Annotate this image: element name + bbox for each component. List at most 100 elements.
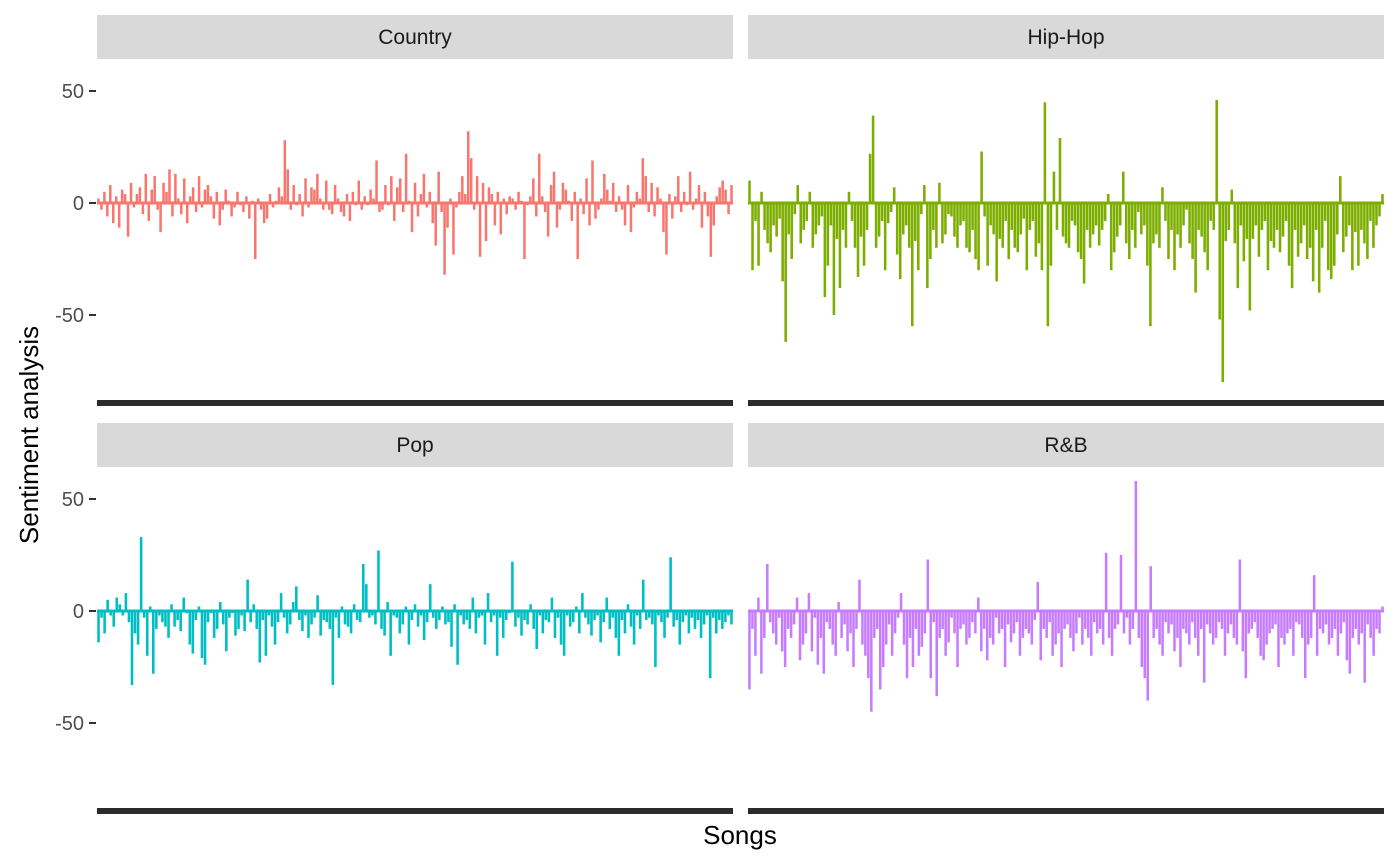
bar xyxy=(155,611,158,629)
bar xyxy=(1110,611,1114,656)
bar xyxy=(173,611,176,627)
bar xyxy=(319,611,322,636)
facet-strip-label: Country xyxy=(378,26,452,49)
bar xyxy=(1329,203,1333,280)
bar xyxy=(654,611,657,667)
bar xyxy=(1007,203,1011,259)
bar xyxy=(1305,203,1309,259)
bar xyxy=(1199,611,1203,629)
bar xyxy=(715,196,718,203)
bar xyxy=(620,203,624,210)
bar xyxy=(1030,611,1034,645)
bar xyxy=(428,191,432,203)
bar xyxy=(1079,203,1083,259)
bar xyxy=(345,194,349,203)
bar xyxy=(847,191,851,203)
bar xyxy=(339,203,343,212)
bar xyxy=(100,611,103,618)
bar xyxy=(288,611,292,625)
bar xyxy=(1247,611,1251,634)
bar xyxy=(245,196,248,203)
bar xyxy=(416,203,420,217)
bar xyxy=(369,189,372,203)
bar xyxy=(614,611,618,638)
bar xyxy=(1211,611,1215,645)
bar xyxy=(1109,203,1113,271)
bar xyxy=(892,187,896,203)
bar xyxy=(766,203,769,244)
bar xyxy=(1116,611,1120,625)
bar xyxy=(849,611,852,634)
bar xyxy=(529,604,532,611)
bar xyxy=(968,203,971,253)
bar xyxy=(614,203,618,212)
bar xyxy=(209,196,213,203)
bar xyxy=(1113,611,1117,629)
bar xyxy=(1173,611,1176,652)
bar xyxy=(264,611,268,656)
bar xyxy=(1179,203,1182,248)
bar xyxy=(850,203,854,221)
bar xyxy=(1262,611,1265,661)
bar xyxy=(401,203,405,212)
bar xyxy=(623,611,627,634)
bar xyxy=(593,611,596,620)
bar xyxy=(1366,203,1369,259)
bar xyxy=(986,203,989,266)
bar xyxy=(669,557,672,611)
bar xyxy=(691,203,695,210)
bar xyxy=(871,115,875,203)
bar xyxy=(980,611,983,652)
bar xyxy=(959,611,962,629)
bar xyxy=(319,198,322,203)
bar xyxy=(136,611,140,645)
bar xyxy=(953,611,956,634)
bar xyxy=(1212,203,1215,230)
bar xyxy=(926,203,929,289)
bar xyxy=(638,198,642,203)
bar xyxy=(1197,203,1200,230)
bar xyxy=(498,611,502,618)
bar xyxy=(718,187,721,203)
bar xyxy=(867,611,870,679)
bar xyxy=(142,611,146,618)
bar xyxy=(1039,611,1043,661)
bar xyxy=(956,203,959,248)
bar xyxy=(1217,611,1221,623)
bar xyxy=(1326,203,1330,271)
bar xyxy=(657,611,660,616)
bar xyxy=(920,611,924,647)
bar xyxy=(141,203,145,215)
bar xyxy=(1119,555,1123,611)
bar xyxy=(751,203,754,271)
bar xyxy=(856,203,860,277)
bar xyxy=(511,561,514,611)
bar xyxy=(1239,203,1243,226)
bar xyxy=(985,611,989,661)
bar xyxy=(215,191,219,203)
bar xyxy=(1375,203,1378,226)
bar xyxy=(1019,203,1023,235)
bar xyxy=(123,194,127,203)
bar xyxy=(256,198,260,203)
bar xyxy=(1158,203,1161,248)
bar xyxy=(109,611,112,616)
bar xyxy=(215,611,219,629)
bar xyxy=(766,563,769,611)
bar xyxy=(786,611,790,629)
bar xyxy=(917,203,920,271)
bar xyxy=(852,611,855,667)
x-axis-tick-band xyxy=(748,400,1384,406)
bar xyxy=(648,611,651,618)
bar xyxy=(895,203,899,255)
facet-strip-label: R&B xyxy=(1044,434,1087,457)
bar xyxy=(1054,611,1057,645)
bar xyxy=(174,173,177,203)
bar xyxy=(796,185,800,203)
bar xyxy=(540,196,544,203)
bar xyxy=(327,203,331,210)
bar xyxy=(998,203,1001,239)
bar xyxy=(1149,566,1152,611)
bar xyxy=(437,171,440,203)
bar xyxy=(112,611,116,627)
